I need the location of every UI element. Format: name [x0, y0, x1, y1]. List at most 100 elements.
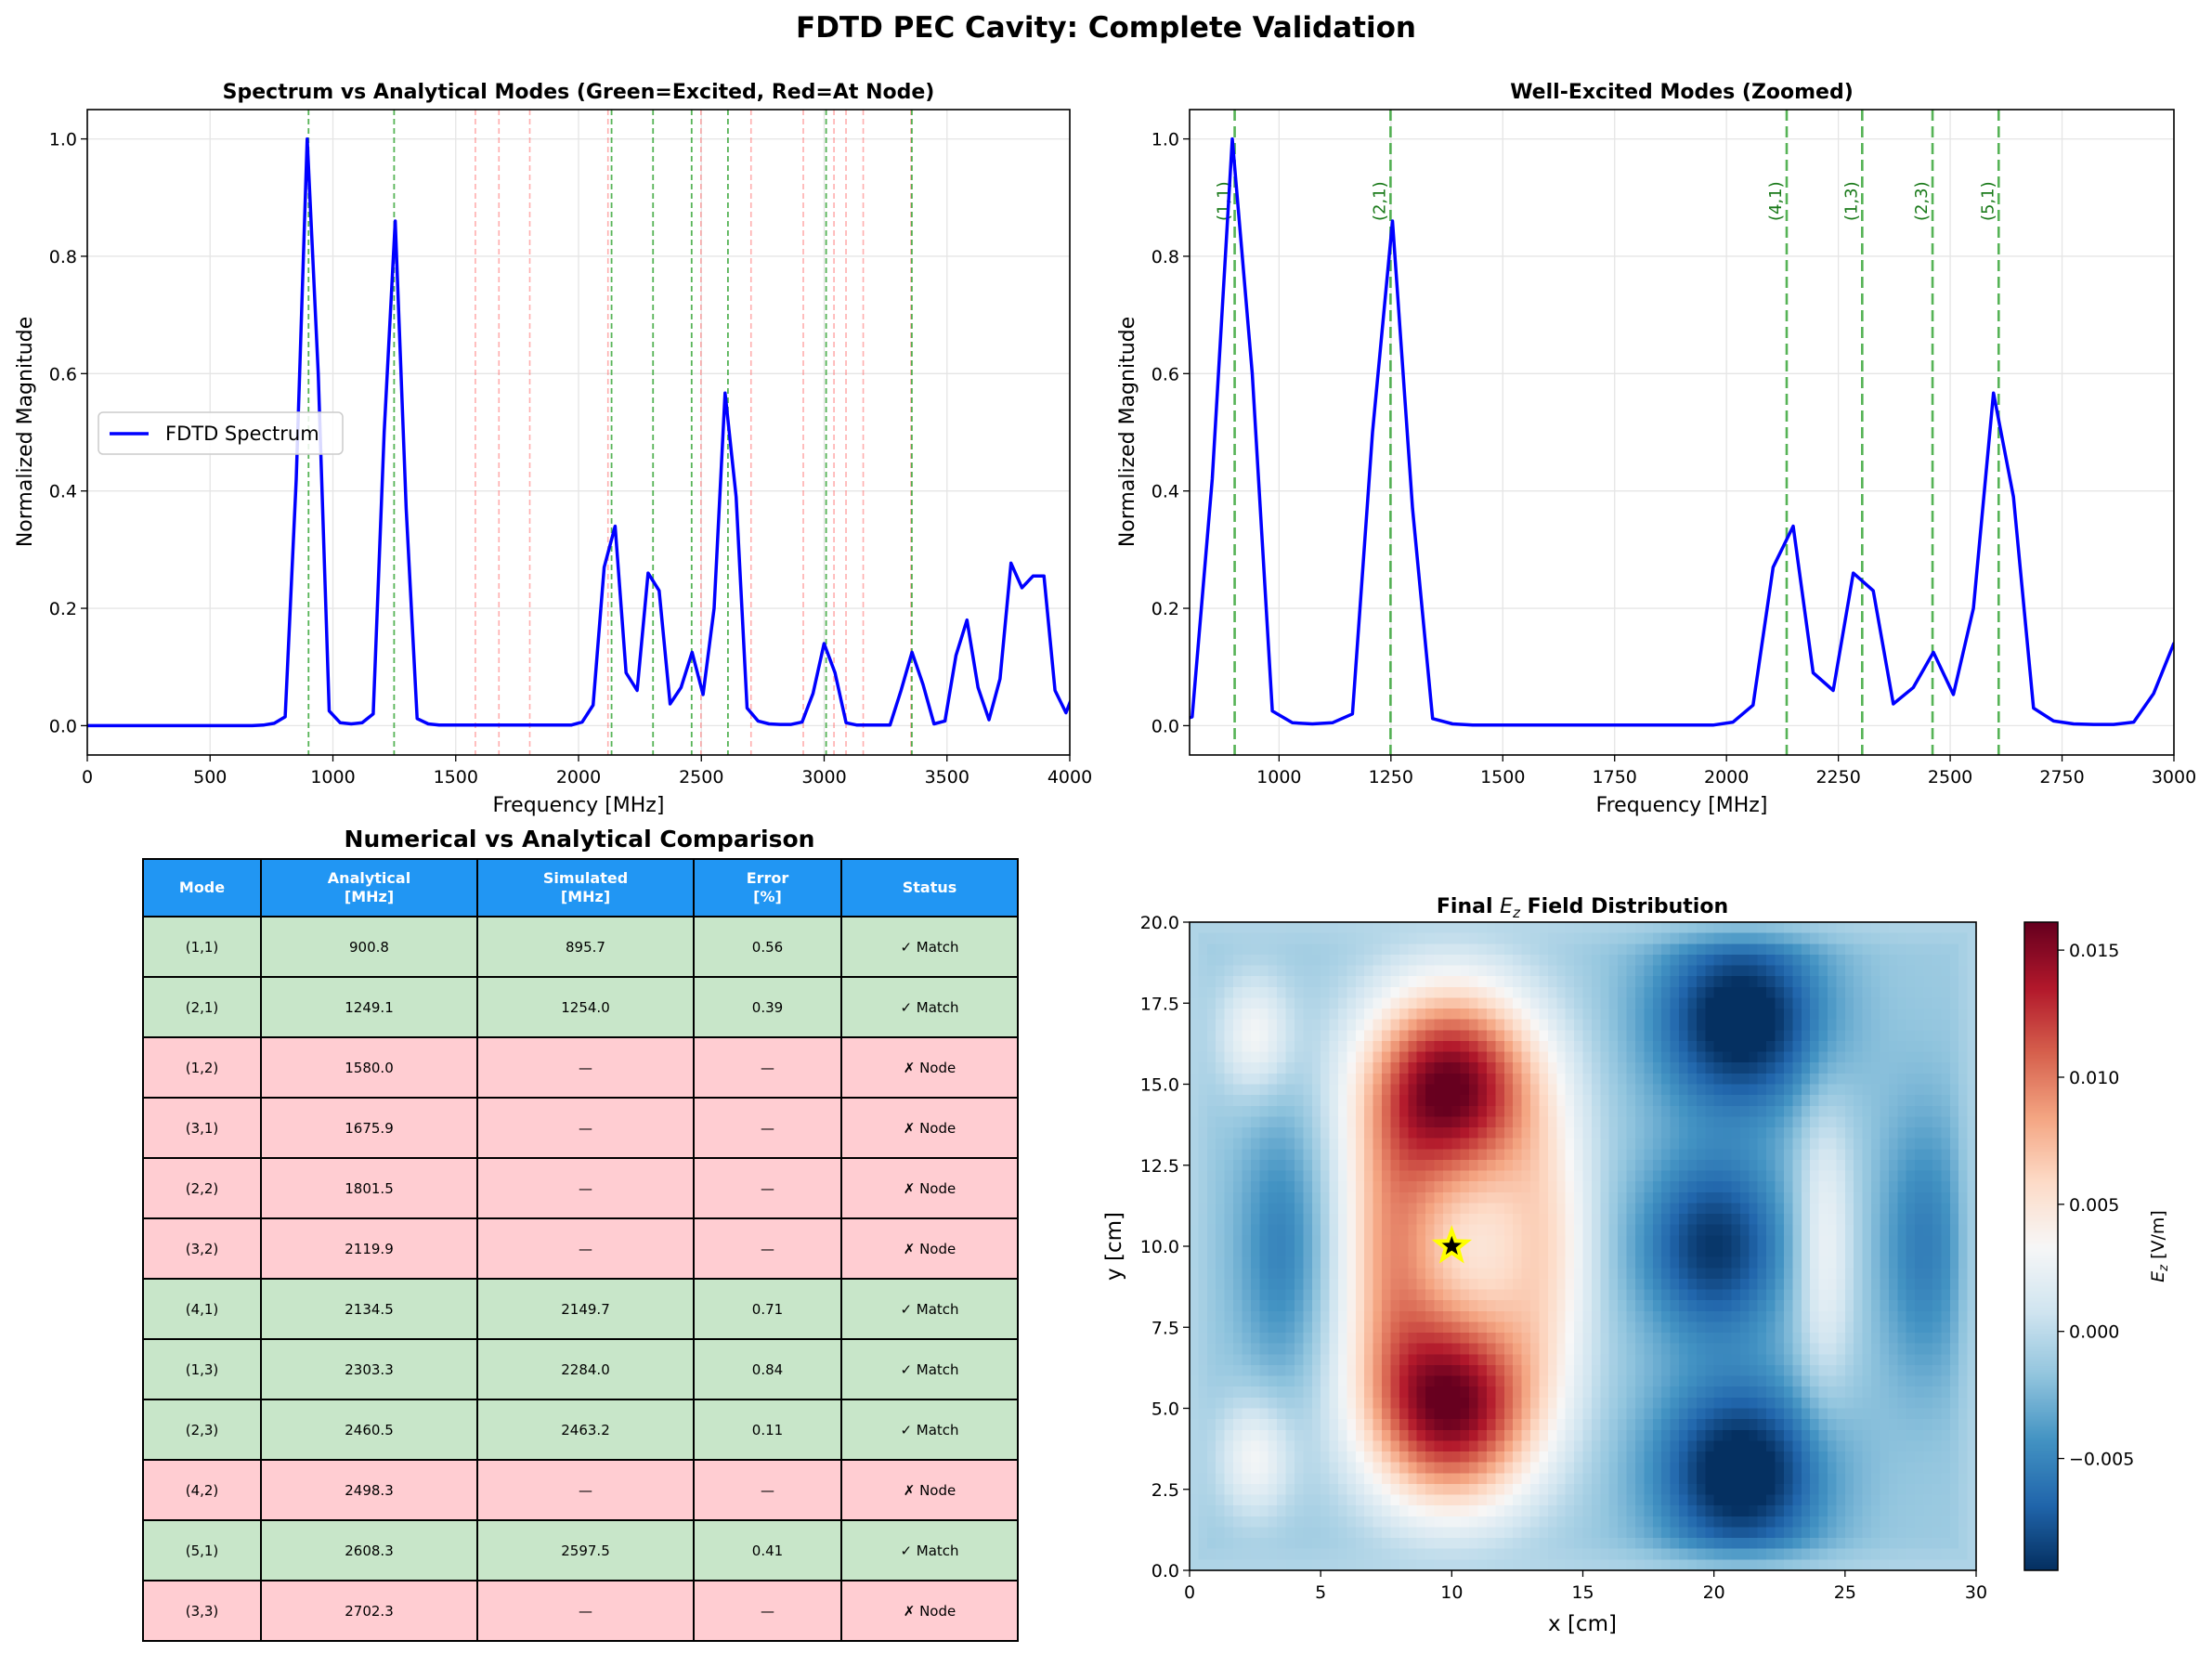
cell-mode: (4,1): [142, 1278, 262, 1340]
table-header-cell: Error [%]: [693, 858, 842, 918]
cell-analytical: 2134.5: [260, 1278, 478, 1340]
x-tick-label: 3500: [925, 767, 969, 787]
colorbar-tick-label: −0.005: [2069, 1450, 2134, 1470]
heatmap-title-symbol: E: [1500, 895, 1513, 918]
x-tick-label: 5: [1315, 1582, 1326, 1603]
x-tick-label: 1500: [1480, 767, 1525, 787]
y-tick-label: 0.0: [1152, 1561, 1179, 1581]
mode-label: (2,1): [1370, 181, 1389, 221]
y-tick-label: 0.2: [49, 599, 77, 619]
cell-simulated: —: [476, 1097, 695, 1159]
cell-analytical: 900.8: [260, 916, 478, 978]
cell-simulated: —: [476, 1217, 695, 1280]
spectrum-plot-title: Spectrum vs Analytical Modes (Green=Exci…: [223, 81, 935, 104]
cell-mode: (3,3): [142, 1580, 262, 1642]
axes-frame: [1189, 921, 1977, 1571]
legend-box: [98, 411, 344, 455]
heatmap-xlabel: x [cm]: [1548, 1612, 1617, 1636]
cell-simulated: —: [476, 1580, 695, 1642]
cell-mode: (3,2): [142, 1217, 262, 1280]
cell-simulated: 2284.0: [476, 1338, 695, 1400]
legend: FDTD Spectrum: [98, 411, 344, 455]
mode-label: (5,1): [1978, 181, 1997, 221]
x-tick-label: 15: [1571, 1582, 1594, 1603]
y-tick-label: 0.6: [1152, 364, 1179, 384]
y-tick-label: 0.0: [49, 716, 77, 736]
axes-frame: [1189, 109, 2175, 756]
x-tick-label: 0: [82, 767, 93, 787]
y-tick-label: 0.4: [49, 482, 77, 502]
cell-status: ✓ Match: [840, 1519, 1019, 1581]
cell-error: —: [693, 1580, 842, 1642]
table-header-cell: Status: [840, 858, 1019, 918]
colorbar-label: Ez [V/m]: [2148, 1210, 2171, 1282]
table-row: (2,3) 2460.5 2463.2 0.11 ✓ Match: [142, 1399, 1019, 1461]
y-tick-label: 0.0: [1152, 716, 1179, 736]
y-tick-label: 0.8: [1152, 247, 1179, 267]
cell-error: 0.56: [693, 916, 842, 978]
table-row: (4,2) 2498.3— — ✗ Node: [142, 1459, 1019, 1521]
colorbar-label-symbol: E: [2148, 1271, 2168, 1282]
colorbar-tick-label: 0.015: [2069, 941, 2119, 961]
cell-analytical: 1249.1: [260, 976, 478, 1038]
cell-mode: (5,1): [142, 1519, 262, 1581]
cell-simulated: —: [476, 1036, 695, 1099]
y-tick-label: 20.0: [1140, 913, 1179, 933]
cell-error: —: [693, 1097, 842, 1159]
table-header-cell: Simulated [MHz]: [476, 858, 695, 918]
y-tick-label: 0.4: [1152, 482, 1179, 502]
cell-analytical: 1675.9: [260, 1097, 478, 1159]
cell-status: ✓ Match: [840, 1399, 1019, 1461]
cell-analytical: 2303.3: [260, 1338, 478, 1400]
spectrum-line: [1190, 137, 2174, 727]
heatmap-title-suffix: Field Distribution: [1528, 895, 1729, 918]
spectrum-ylabel: Normalized Magnitude: [14, 317, 37, 547]
cell-mode: (2,2): [142, 1157, 262, 1219]
table-header-cell: Analytical [MHz]: [260, 858, 478, 918]
y-tick-label: 7.5: [1152, 1318, 1179, 1338]
cell-status: ✗ Node: [840, 1580, 1019, 1642]
y-tick-label: 10.0: [1140, 1237, 1179, 1257]
x-tick-label: 500: [193, 767, 227, 787]
table-row: (2,2) 1801.5— — ✗ Node: [142, 1157, 1019, 1219]
cell-status: ✓ Match: [840, 916, 1019, 978]
x-tick-label: 1000: [1256, 767, 1301, 787]
colorbar-gradient: [2024, 922, 2058, 1570]
cell-analytical: 1580.0: [260, 1036, 478, 1099]
cell-mode: (1,2): [142, 1036, 262, 1099]
cell-error: 0.71: [693, 1278, 842, 1340]
y-tick-label: 0.2: [1152, 599, 1179, 619]
table-row: (1,3) 2303.3 2284.0 0.84 ✓ Match: [142, 1338, 1019, 1400]
cell-analytical: 2498.3: [260, 1459, 478, 1521]
zoomed-xlabel: Frequency [MHz]: [1596, 794, 1768, 817]
y-tick-label: 1.0: [49, 130, 77, 150]
table-row: (5,1) 2608.3 2597.5 0.41 ✓ Match: [142, 1519, 1019, 1581]
cell-error: —: [693, 1036, 842, 1099]
x-tick-label: 1000: [310, 767, 355, 787]
cell-simulated: —: [476, 1157, 695, 1219]
heatmap-title: Final Ez Field Distribution: [1437, 895, 1728, 921]
cell-simulated: 2149.7: [476, 1278, 695, 1340]
y-tick-label: 17.5: [1140, 994, 1179, 1014]
cell-error: —: [693, 1157, 842, 1219]
x-tick-label: 30: [1965, 1582, 1987, 1603]
cell-simulated: 1254.0: [476, 976, 695, 1038]
cell-error: 0.11: [693, 1399, 842, 1461]
cell-analytical: 2460.5: [260, 1399, 478, 1461]
cell-status: ✓ Match: [840, 976, 1019, 1038]
cell-simulated: —: [476, 1459, 695, 1521]
legend-label: FDTD Spectrum: [165, 423, 319, 445]
colorbar-frame: [2023, 921, 2059, 1571]
cell-status: ✗ Node: [840, 1157, 1019, 1219]
y-tick-label: 5.0: [1152, 1399, 1179, 1420]
cell-analytical: 2119.9: [260, 1217, 478, 1280]
cell-status: ✗ Node: [840, 1097, 1019, 1159]
x-tick-label: 2500: [1928, 767, 1972, 787]
y-tick-label: 12.5: [1140, 1156, 1179, 1177]
cell-error: 0.39: [693, 976, 842, 1038]
cell-simulated: 2463.2: [476, 1399, 695, 1461]
zoomed-plot-title: Well-Excited Modes (Zoomed): [1510, 81, 1854, 104]
cell-status: ✗ Node: [840, 1217, 1019, 1280]
x-tick-label: 0: [1184, 1582, 1195, 1603]
